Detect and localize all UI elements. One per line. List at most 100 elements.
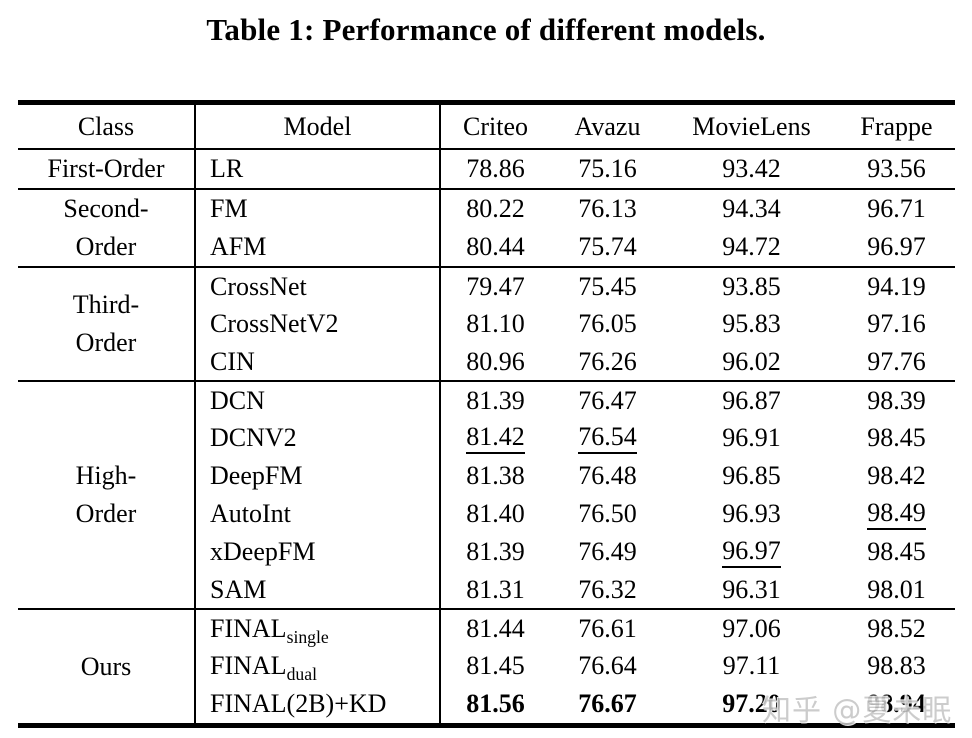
metric-value: 93.56 bbox=[867, 154, 926, 183]
metric-value: 80.44 bbox=[466, 232, 525, 261]
model-subscript: dual bbox=[286, 664, 317, 685]
metric-value: 98.52 bbox=[838, 608, 955, 647]
metric-value: 94.34 bbox=[665, 188, 838, 228]
results-table: Class Model Criteo Avazu MovieLens Frapp… bbox=[18, 105, 955, 723]
table-row: First-Order LR 78.86 75.16 93.42 93.56 bbox=[18, 149, 955, 189]
class-label-line: High- bbox=[75, 461, 137, 490]
results-table-wrapper: Class Model Criteo Avazu MovieLens Frapp… bbox=[18, 100, 955, 728]
model-name: AFM bbox=[195, 228, 441, 267]
metric-value: 76.32 bbox=[578, 574, 637, 604]
metric-value: 81.56 bbox=[466, 689, 525, 718]
table-row: Ours FINALsingle 81.44 76.61 97.06 98.52 bbox=[18, 608, 955, 723]
column-header-criteo: Criteo bbox=[440, 105, 550, 150]
column-header-movielens: MovieLens bbox=[665, 105, 838, 150]
metric-value: 97.11 bbox=[722, 651, 781, 680]
class-label-first-order: First-Order bbox=[18, 149, 196, 189]
metric-value: 81.45 bbox=[466, 651, 525, 680]
table-row: xDeepFM 81.39 76.49 96.97 98.45 bbox=[18, 533, 955, 571]
model-subscript: single bbox=[286, 626, 329, 647]
model-name: SAM bbox=[195, 571, 441, 609]
metric-value: 93.42 bbox=[722, 154, 781, 183]
metric-value: 76.13 bbox=[550, 188, 665, 228]
column-header-avazu: Avazu bbox=[550, 105, 665, 150]
model-name: DCN bbox=[195, 380, 441, 419]
table-row: Second- Order FM 80.22 76.13 94.34 96.71 bbox=[18, 188, 955, 267]
metric-value: 75.16 bbox=[578, 154, 637, 183]
column-header-frappe: Frappe bbox=[838, 105, 955, 150]
class-label-ours: Ours bbox=[18, 608, 196, 723]
model-name: CrossNetV2 bbox=[195, 305, 441, 343]
page-title: Table 1: Performance of different models… bbox=[206, 12, 766, 47]
metric-value: 96.85 bbox=[722, 461, 781, 490]
model-name: FINALsingle bbox=[195, 608, 441, 647]
metric-value: 96.97 bbox=[867, 232, 926, 261]
class-label-line: Third- bbox=[72, 290, 140, 319]
metric-value: 98.94 bbox=[867, 689, 926, 718]
metric-value: 96.87 bbox=[665, 380, 838, 419]
metric-value: 81.38 bbox=[466, 461, 525, 490]
model-name: DCNV2 bbox=[195, 419, 441, 457]
metric-value: 81.40 bbox=[466, 499, 525, 528]
metric-value: 96.97 bbox=[665, 533, 838, 571]
zhihu-watermark: 知乎 @夏未眠 bbox=[762, 693, 953, 727]
class-label-third-order: Third- Order bbox=[18, 266, 196, 381]
metric-value: 81.39 bbox=[440, 380, 550, 419]
class-label-line: First-Order bbox=[47, 154, 165, 183]
table-row: AutoInt 81.40 76.50 96.93 98.49 bbox=[18, 495, 955, 533]
metric-value: 98.39 bbox=[838, 380, 955, 419]
metric-value: 97.16 bbox=[867, 309, 926, 338]
metric-value: 97.20 bbox=[722, 689, 781, 718]
metric-value: 97.06 bbox=[665, 608, 838, 647]
table-row: DCNV2 81.42 76.54 96.91 98.45 bbox=[18, 419, 955, 457]
table-row: Third- Order CrossNet 79.47 75.45 93.85 … bbox=[18, 266, 955, 381]
table-row: High- Order DCN 81.39 76.47 96.87 98.39 bbox=[18, 380, 955, 609]
table-row: FINAL(2B)+KD 81.56 76.67 97.20 98.94 bbox=[18, 685, 955, 723]
table-row: DeepFM 81.38 76.48 96.85 98.42 bbox=[18, 457, 955, 495]
metric-value: 76.61 bbox=[550, 608, 665, 647]
model-name: FINAL(2B)+KD bbox=[195, 685, 441, 723]
metric-value: 98.49 bbox=[838, 495, 955, 533]
class-label-second-order: Second- Order bbox=[18, 188, 196, 267]
metric-value: 76.54 bbox=[550, 419, 665, 457]
model-name: DeepFM bbox=[195, 457, 441, 495]
metric-value: 95.83 bbox=[722, 309, 781, 338]
metric-value: 81.31 bbox=[466, 574, 525, 604]
metric-value: 93.85 bbox=[665, 266, 838, 305]
model-name: FM bbox=[195, 188, 441, 228]
metric-value: 98.42 bbox=[867, 461, 926, 490]
class-label-line: Second- bbox=[63, 194, 149, 223]
metric-value: 96.31 bbox=[722, 574, 781, 604]
metric-value: 96.02 bbox=[722, 346, 781, 376]
metric-value: 81.42 bbox=[440, 419, 550, 457]
metric-value: 81.10 bbox=[466, 309, 525, 338]
metric-value: 79.47 bbox=[440, 266, 550, 305]
metric-value: 81.39 bbox=[466, 537, 525, 566]
table-row: CIN 80.96 76.26 96.02 97.76 bbox=[18, 343, 955, 381]
metric-value: 75.74 bbox=[578, 232, 637, 261]
header-row: Class Model Criteo Avazu MovieLens Frapp… bbox=[18, 105, 955, 150]
model-name: xDeepFM bbox=[195, 533, 441, 571]
table-row: SAM 81.31 76.32 96.31 98.01 bbox=[18, 571, 955, 609]
metric-value: 96.71 bbox=[838, 188, 955, 228]
model-name: LR bbox=[195, 149, 441, 189]
metric-value: 76.05 bbox=[578, 309, 637, 338]
column-header-class: Class bbox=[18, 105, 196, 150]
metric-value: 98.45 bbox=[867, 423, 926, 452]
metric-value: 80.96 bbox=[466, 346, 525, 376]
class-label-line: Order bbox=[75, 328, 137, 357]
class-label-line: Order bbox=[75, 499, 137, 528]
metric-value: 80.22 bbox=[440, 188, 550, 228]
class-label-line: Order bbox=[75, 232, 137, 261]
model-name: FINALdual bbox=[195, 647, 441, 685]
class-label-line: Ours bbox=[80, 651, 132, 681]
table-row: CrossNetV2 81.10 76.05 95.83 97.16 bbox=[18, 305, 955, 343]
metric-value: 94.19 bbox=[838, 266, 955, 305]
metric-value: 97.76 bbox=[867, 346, 926, 376]
metric-value: 76.49 bbox=[578, 537, 637, 566]
table-row: AFM 80.44 75.74 94.72 96.97 bbox=[18, 228, 955, 267]
model-name: AutoInt bbox=[195, 495, 441, 533]
metric-value: 76.50 bbox=[578, 499, 637, 528]
metric-value: 98.83 bbox=[867, 651, 926, 680]
metric-value: 76.26 bbox=[578, 346, 637, 376]
class-label-high-order: High- Order bbox=[18, 380, 196, 609]
